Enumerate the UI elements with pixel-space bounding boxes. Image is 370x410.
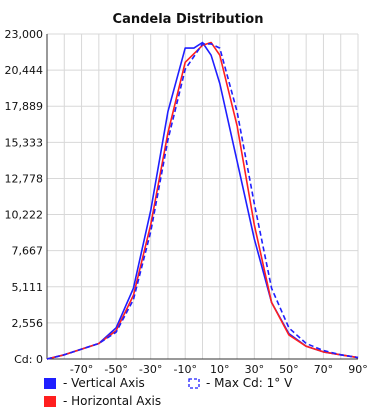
x-tick-label: 50° <box>279 363 299 376</box>
x-tick-label: 90° <box>348 363 368 376</box>
grid <box>46 33 359 360</box>
y-tick-label: 23,000 <box>5 28 44 41</box>
legend-vertical-axis-label: - Vertical Axis <box>63 376 145 390</box>
x-tick-label: -10° <box>173 363 196 376</box>
x-tick-labels: -70° -50° -30° -10° 10° 30° 50° 70° 90° <box>70 363 368 376</box>
y-tick-label: 17,889 <box>5 100 44 113</box>
y-tick-label: 20,444 <box>5 64 44 77</box>
x-tick-label: 70° <box>314 363 334 376</box>
y-tick-label: Cd: 0 <box>14 353 43 366</box>
x-tick-label: -70° <box>70 363 93 376</box>
x-tick-label: -30° <box>139 363 162 376</box>
legend-vertical-axis-swatch <box>44 378 56 389</box>
x-tick-label: 30° <box>245 363 265 376</box>
chart-title: Candela Distribution <box>113 12 264 27</box>
x-tick-label: 10° <box>210 363 230 376</box>
x-tick-label: -50° <box>104 363 127 376</box>
legend-max-cd-label: - Max Cd: 1° V <box>206 376 293 390</box>
axes <box>46 34 358 360</box>
legend: - Vertical Axis - Max Cd: 1° V - Horizonta… <box>44 376 293 408</box>
y-tick-label: 2,556 <box>12 317 44 330</box>
legend-horizontal-axis-label: - Horizontal Axis <box>63 394 161 408</box>
legend-horizontal-axis-swatch <box>44 396 56 407</box>
y-tick-label: 5,111 <box>12 281 44 294</box>
y-tick-label: 7,667 <box>12 245 44 258</box>
y-tick-label: 10,222 <box>5 209 44 222</box>
y-tick-label: 15,333 <box>5 136 44 149</box>
y-tick-label: 12,778 <box>5 172 44 185</box>
series-line-max-cd-1-v <box>46 43 359 360</box>
series-group <box>46 41 359 360</box>
y-tick-labels: Cd: 0 2,556 5,111 7,667 10,222 12,778 15,333 17… <box>5 28 44 366</box>
legend-max-cd-swatch <box>188 378 200 389</box>
